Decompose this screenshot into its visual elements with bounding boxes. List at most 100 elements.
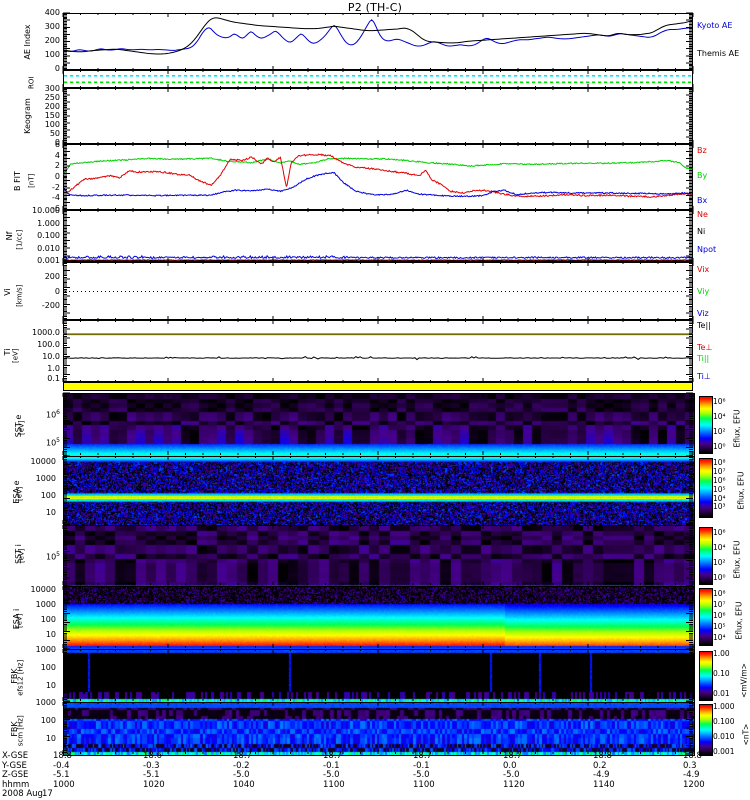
spectrogram-fbk-scm xyxy=(63,702,695,756)
panel-velocity-ylabel: Vi xyxy=(3,288,12,296)
panel-velocity-ylabel2: [km/s] xyxy=(15,284,24,307)
cb5-tick3: 0.001 xyxy=(713,747,735,756)
cb2-tick3: 10⁰ xyxy=(713,573,726,582)
legend-kyoto-ae: Kyoto AE xyxy=(697,21,733,30)
cb4-tick0: 1.00 xyxy=(713,649,730,658)
cb4-label: <mV/m> xyxy=(739,663,749,698)
spectrogram-sst-electron xyxy=(63,393,695,457)
footer-label-2: Z-GSE xyxy=(2,770,29,780)
cb1-tick0: 10⁸ xyxy=(713,458,726,467)
legend-themis-ae: Themis AE xyxy=(697,49,740,58)
footer-value-0-6: 18.8 xyxy=(593,751,612,761)
colorbar-fbk-efs12 xyxy=(699,651,713,701)
spec-sst-e-tick-2: 105 xyxy=(45,437,60,448)
cb1-tick2: 10⁶ xyxy=(713,476,726,485)
spectrogram-esa-electron xyxy=(63,456,695,526)
footer-label-3: hhmm xyxy=(2,779,30,790)
legend-te-para: Te|| xyxy=(697,321,711,330)
panel-b-fit xyxy=(63,144,693,210)
footer-value-2-1: -5.1 xyxy=(143,770,160,780)
footer-value-2-2: -5.0 xyxy=(233,770,250,780)
footer-value-3-0: 1000 xyxy=(53,779,75,790)
panel-temperature-ylabel2: [eV] xyxy=(11,348,20,364)
cb4-tick2: 0.01 xyxy=(713,689,730,698)
footer-value-3-3: 1100 xyxy=(323,779,345,790)
cb5-tick0: 1.000 xyxy=(713,702,735,711)
legend-by: By xyxy=(697,171,708,180)
legend-te-perp: Te⊥ xyxy=(697,343,713,352)
footer-value-1-3: -0.1 xyxy=(323,760,340,771)
spec-fbk-b-ylabel2: scm [Hz] xyxy=(16,715,25,747)
spectrogram-sst-ion xyxy=(63,525,695,587)
legend-viy: Viy xyxy=(697,287,710,296)
spectrogram-fbk-efs12 xyxy=(63,649,695,703)
page-title: P2 (TH-C) xyxy=(347,1,403,14)
panel-b-fit-ylabel: B FIT xyxy=(13,171,22,191)
cb5-tick2: 0.010 xyxy=(713,732,735,741)
footer-value-2-5: -5.0 xyxy=(503,770,520,780)
footer-coordinates: X-GSE 18.8 18.6 18.7 18.7 18.7 18.7 18.8 18.8 Y-G… xyxy=(2,751,750,800)
ae-index-trace xyxy=(63,17,693,55)
spec-esa-i-ylabel2: [eV] xyxy=(15,613,24,629)
spec-fbk-e-ylabel2: efs12 [Hz] xyxy=(16,659,25,696)
cb3-tick1: 10⁷ xyxy=(713,600,726,609)
footer-value-2-7: -4.9 xyxy=(683,770,700,780)
legend-bz: Bz xyxy=(697,146,707,155)
legend-ti-para: Ti|| xyxy=(697,354,710,363)
footer-value-3-7: 1200 xyxy=(683,779,705,790)
colorbar-sst-ion xyxy=(699,527,713,585)
panel-density-ylabel2: [1/cc] xyxy=(15,229,24,250)
footer-value-1-4: -0.1 xyxy=(413,760,430,771)
spec-esa-e-ylabel2: [eV] xyxy=(15,486,24,502)
legend-ne: Ne xyxy=(697,210,708,219)
footer-value-2-3: -5.0 xyxy=(323,770,340,780)
legend-bx: Bx xyxy=(697,196,708,205)
footer-value-1-0: -0.4 xyxy=(53,760,70,771)
legend-vix: Vix xyxy=(697,265,710,274)
footer-value-1-7: 0.3 xyxy=(683,760,697,771)
footer-value-1-6: 0.2 xyxy=(593,760,607,771)
cb2-tick0: 10⁶ xyxy=(713,528,726,537)
colorbar-esa-ion xyxy=(699,588,713,646)
cb3-tick2: 10⁶ xyxy=(713,611,726,620)
footer-label-0: X-GSE xyxy=(2,751,29,761)
cb3-tick3: 10⁵ xyxy=(713,622,726,631)
cb0-tick0: 10⁶ xyxy=(713,397,726,406)
cb1-tick4: 10⁴ xyxy=(713,494,726,503)
panel-keogram xyxy=(63,88,693,144)
footer-value-2-4: -5.0 xyxy=(413,770,430,780)
footer-label-4: 2008 Aug xyxy=(2,789,43,799)
footer-value-3-5: 1120 xyxy=(503,779,525,790)
footer-value-3-6: 1140 xyxy=(593,779,615,790)
velocity-trace xyxy=(65,291,690,292)
footer-value-2-0: -5.1 xyxy=(53,770,70,780)
cb3-tick4: 10⁴ xyxy=(713,633,726,642)
cb4-tick1: 0.10 xyxy=(713,669,730,678)
legend-ti-perp: Ti⊥ xyxy=(697,372,711,381)
legend-ni: Ni xyxy=(697,227,706,236)
panel-ae-index-ylabel: AE Index xyxy=(23,24,32,60)
cb1-tick5: 10³ xyxy=(713,502,726,511)
temperature-trace xyxy=(63,333,693,361)
footer-value-1-1: -0.3 xyxy=(143,760,160,771)
cb0-tick2: 10² xyxy=(713,427,726,436)
footer-value-3-2: 1040 xyxy=(233,779,255,790)
colorbar-sst-electron xyxy=(699,396,713,454)
b-fit-trace xyxy=(63,153,693,199)
cb0-label: Eflux, EFU xyxy=(732,409,742,448)
footer-value-0-7: 18.8 xyxy=(683,751,702,761)
cb0-tick1: 10⁴ xyxy=(713,412,726,421)
cb1-tick1: 10⁷ xyxy=(713,467,726,476)
footer-value-1-2: -0.2 xyxy=(233,760,250,771)
footer-value-0-4: 18.7 xyxy=(413,751,432,761)
footer-value-4-0: 17 xyxy=(42,789,53,799)
footer-value-0-0: 18.8 xyxy=(53,751,72,761)
cb2-tick2: 10² xyxy=(713,558,726,567)
colorbar-esa-electron xyxy=(699,458,713,518)
footer-value-2-6: -4.9 xyxy=(593,770,610,780)
panel-density-ylabel: Nf xyxy=(5,231,14,241)
cb1-tick3: 10⁵ xyxy=(713,485,726,494)
footer-value-3-4: 1100 xyxy=(413,779,435,790)
footer-value-0-1: 18.6 xyxy=(143,751,162,761)
